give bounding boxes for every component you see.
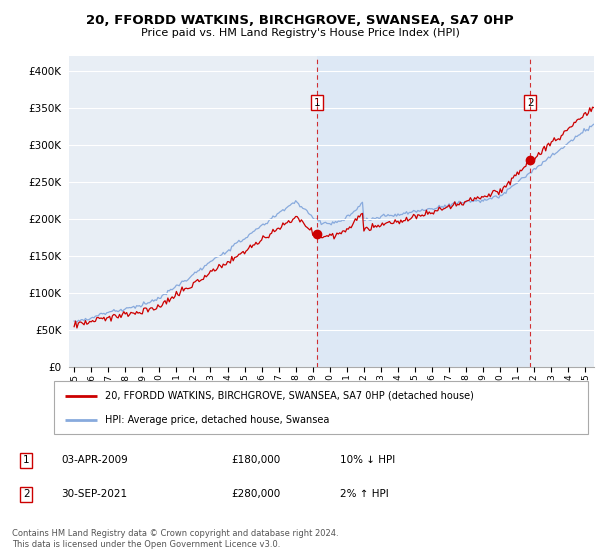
Text: £280,000: £280,000	[231, 489, 280, 500]
Text: 2: 2	[527, 97, 533, 108]
Text: £180,000: £180,000	[231, 455, 280, 465]
Text: 20, FFORDD WATKINS, BIRCHGROVE, SWANSEA, SA7 0HP (detached house): 20, FFORDD WATKINS, BIRCHGROVE, SWANSEA,…	[105, 391, 473, 401]
Text: Contains HM Land Registry data © Crown copyright and database right 2024.
This d: Contains HM Land Registry data © Crown c…	[12, 529, 338, 549]
Text: HPI: Average price, detached house, Swansea: HPI: Average price, detached house, Swan…	[105, 415, 329, 425]
Text: 30-SEP-2021: 30-SEP-2021	[61, 489, 127, 500]
Bar	[317, 56, 530, 367]
Text: Price paid vs. HM Land Registry's House Price Index (HPI): Price paid vs. HM Land Registry's House …	[140, 28, 460, 38]
Text: 03-APR-2009: 03-APR-2009	[61, 455, 128, 465]
Text: 20, FFORDD WATKINS, BIRCHGROVE, SWANSEA, SA7 0HP: 20, FFORDD WATKINS, BIRCHGROVE, SWANSEA,…	[86, 14, 514, 27]
Text: 1: 1	[23, 455, 30, 465]
Text: 2: 2	[23, 489, 30, 500]
Text: 2% ↑ HPI: 2% ↑ HPI	[340, 489, 389, 500]
Text: 10% ↓ HPI: 10% ↓ HPI	[340, 455, 395, 465]
FancyBboxPatch shape	[54, 381, 588, 434]
Text: 1: 1	[314, 97, 320, 108]
